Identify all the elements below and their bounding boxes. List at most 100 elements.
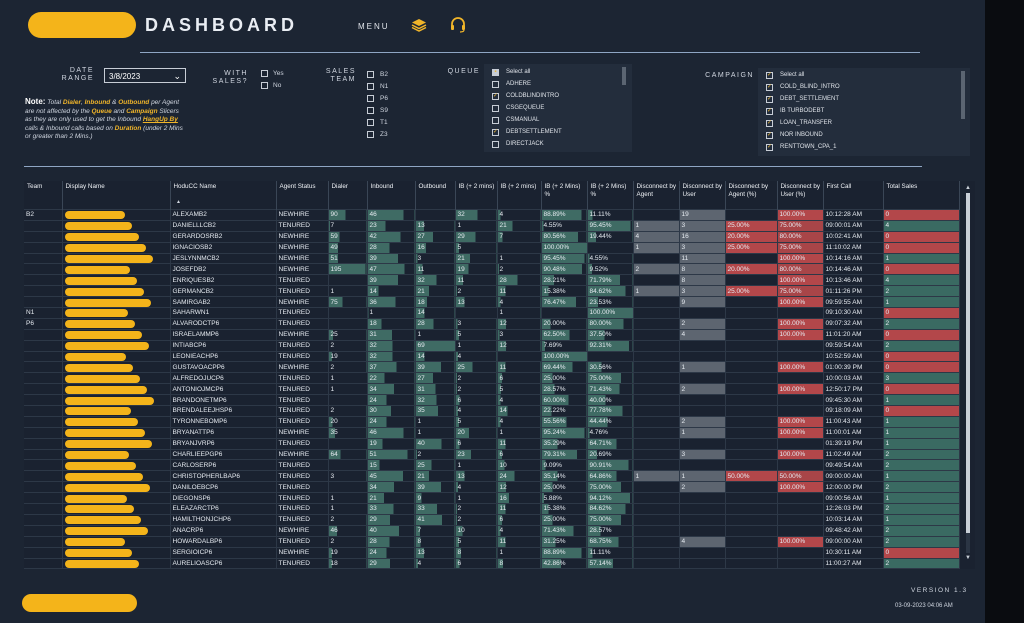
table-row[interactable]: BRYANATTP6 NEWHIRE 35 46 1 20 1 95.24% 4.76% 1 100… [24,426,960,439]
column-header[interactable]: Disconnect by User (%) [777,181,824,210]
table-scrollbar[interactable]: ▲ ▼ [965,185,971,563]
column-header[interactable]: Total Sales [883,181,960,210]
table-row[interactable]: ANTONIOJMCP6 TENURED 1 34 31 2 5 28.57% 71.43% 2 1… [24,383,960,395]
table-row[interactable]: CHARLIEEPGP6 NEWHIRE 64 51 2 23 6 79.31% 20.69% 3… [24,448,960,460]
column-header[interactable]: HoduCC Name [170,181,277,210]
queue-option[interactable]: ADHERE [506,81,532,87]
table-row[interactable]: JESLYNNMCB2 NEWHIRE 51 39 3 21 1 95.45% 4.55% 11 1… [24,252,960,264]
column-header[interactable]: IB (+ 2 mins) [497,181,542,210]
redacted-name [64,527,148,536]
table-row[interactable]: HOWARDALBP6 TENURED 2 28 8 5 11 31.25% 68.75% 4 10… [24,535,960,548]
column-header[interactable]: Disconnect by Agent [633,181,680,210]
table-row[interactable]: INTIABCP6 TENURED 2 32 69 1 12 7.69% 92.31% 09:59… [24,339,960,352]
queue-option[interactable]: DEBTSETTLEMENT [506,129,562,135]
campaign-scrollbar[interactable] [961,71,965,119]
table-row[interactable]: HAMILTHONJCHP6 TENURED 2 29 41 2 6 25.00% 75.00%… [24,513,960,526]
table-row[interactable]: CARLOSERP6 TENURED 15 25 1 10 9.09% 90.91% 09:49… [24,459,960,471]
table-row[interactable]: P6 ALVARODCTP6 TENURED 18 28 3 12 20.00% 80.00% 2… [24,317,960,330]
table-row[interactable]: SAMIRGAB2 NEWHIRE 75 36 18 13 4 76.47% 23.53% 9 10… [24,296,960,308]
column-header[interactable]: Disconnect by Agent (%) [725,181,778,210]
campaign-option[interactable]: COLD_BLIND_INTRO [780,84,840,90]
table-row[interactable]: TYRONNEBOMP6 TENURED 20 24 1 5 4 55.56% 44.44% 2 1… [24,415,960,428]
team-n1-checkbox[interactable] [367,83,374,90]
team-b2-checkbox[interactable] [367,71,374,78]
campaign-option[interactable]: DEBT_SETTLEMENT [780,96,840,102]
table-row[interactable]: GUSTAVOACPP6 NEWHIRE 2 37 39 25 11 69.44% 30.56%… [24,361,960,373]
table-row[interactable]: AURELIOASCP6 TENURED 18 29 4 6 8 42.86% 57.14% 11… [24,557,960,569]
table-row[interactable]: GERARDOSRB2 NEWHIRE 59 42 27 29 7 80.56% 19.44% 4… [24,230,960,243]
table-row[interactable]: B2 ALEXAMB2 NEWHIRE 90 46 32 4 88.89% 11.11% 19 10… [24,209,960,221]
campaign-renttown-checkbox[interactable]: ✓ [766,144,773,151]
table-row[interactable]: LEONIEACHP6 TENURED 19 32 14 4 100.00% 10:52:59… [24,350,960,362]
table-row[interactable]: BRANDONETMP6 TENURED 24 32 6 4 60.00% 40.00% 09:… [24,394,960,406]
campaign-ibturbo-checkbox[interactable]: ✓ [766,108,773,115]
column-header[interactable]: IB (+ 2 Mins) % [541,181,588,210]
queue-directjack-checkbox[interactable] [492,141,499,148]
table-row[interactable]: DANILOEBCP6 TENURED 34 39 4 12 25.00% 75.00% 2 10… [24,481,960,493]
table-row[interactable]: DIEGONSP6 TENURED 1 21 9 1 16 5.88% 94.12% 09:00:… [24,492,960,504]
campaign-cold-checkbox[interactable]: ✓ [766,84,773,91]
team-s9-checkbox[interactable] [367,107,374,114]
campaign-loan-checkbox[interactable]: ✓ [766,120,773,127]
column-header[interactable]: Outbound [415,181,456,210]
queue-csmanual-checkbox[interactable] [492,117,499,124]
column-header[interactable]: IB (+ 2 mins) [455,181,498,210]
queue-option[interactable]: CSGEQUEUE [506,105,545,111]
table-row[interactable]: IGNACIOSB2 NEWHIRE 49 28 16 5 100.00% 1 3 25.00% 7… [24,241,960,254]
table-row[interactable]: BRENDALEEJHSP6 TENURED 2 30 35 4 14 22.22% 77.78… [24,405,960,417]
queue-option[interactable]: DIRECTJACK [506,141,544,147]
campaign-option[interactable]: LOAN_TRANSFER [780,120,833,126]
table-row[interactable]: DANIELLLCB2 TENURED 7 23 13 1 21 4.55% 95.45% 1 3 2… [24,219,960,232]
column-header[interactable]: Display Name [62,181,171,210]
with-sales-yes-checkbox[interactable] [261,70,268,77]
table-row[interactable]: ISRAELAMMP6 NEWHIRE 25 31 1 5 3 62.50% 37.50% 4 10… [24,328,960,341]
queue-scrollbar[interactable] [622,67,626,85]
column-header[interactable]: Disconnect by User [679,181,726,210]
queue-option[interactable]: COLDBLINDINTRO [506,93,560,99]
queue-csge-checkbox[interactable] [492,105,499,112]
sort-arrow-icon[interactable]: ▲ [176,199,181,205]
queue-list[interactable]: ▪ Select all ADHERE ✓ COLDBLINDINTRO CSG… [484,64,632,152]
queue-option[interactable]: Select all [506,69,531,75]
campaign-debt-checkbox[interactable]: ✓ [766,96,773,103]
queue-option[interactable]: CSMANUAL [506,117,540,123]
table-row[interactable]: SERGIOICP6 NEWHIRE 19 24 13 8 1 88.89% 11.11% 10:… [24,546,960,558]
campaign-option[interactable]: IB TURBODEBT [780,108,825,114]
campaign-option[interactable]: RENTTOWN_CPA_1 [780,144,837,150]
table-row[interactable]: ANACRP6 NEWHIRE 46 40 7 10 4 71.43% 28.57% 09:48:… [24,524,960,537]
queue-debt-checkbox[interactable]: ✓ [492,129,499,136]
column-header[interactable]: Inbound [367,181,416,210]
with-sales-no-checkbox[interactable] [261,82,268,89]
column-header[interactable]: Team [24,181,63,210]
team-t1-checkbox[interactable] [367,119,374,126]
campaign-option[interactable]: Select all [780,72,805,78]
team-z3-checkbox[interactable] [367,131,374,138]
queue-selectall-checkbox[interactable]: ▪ [492,69,499,76]
table-row[interactable]: ELEAZARCTP6 TENURED 1 33 33 2 11 15.38% 84.62% 12… [24,503,960,515]
date-range-select[interactable]: 3/8/2023 ⌄ [104,68,186,83]
column-header[interactable]: Dialer [328,181,368,210]
table-row[interactable]: JOSEFDB2 NEWHIRE 195 47 11 19 2 90.48% 9.52% 2 8 20… [24,263,960,275]
scroll-up-icon[interactable]: ▲ [965,185,971,191]
queue-coldblind-checkbox[interactable]: ✓ [492,93,499,100]
table-row[interactable]: ENRIQUESB2 TENURED 39 32 11 28 28.21% 71.79% 8 10… [24,274,960,286]
table-row[interactable]: GERMANCB2 TENURED 1 14 21 2 11 15.38% 84.62% 1 3 25… [24,285,960,297]
queue-adhere-checkbox[interactable] [492,81,499,88]
column-header[interactable]: Agent Status [276,181,329,210]
table-row[interactable]: ALFREDOJUCP6 TENURED 1 22 27 2 6 25.00% 75.00% 10… [24,372,960,384]
campaign-option[interactable]: NOR INBOUND [780,132,823,138]
scroll-down-icon[interactable]: ▼ [965,555,971,561]
table-row[interactable]: BRYANJVRP6 TENURED 19 40 6 11 35.29% 64.71% 01:3… [24,437,960,450]
team-p6-checkbox[interactable] [367,95,374,102]
campaign-list[interactable]: ✓ Select all ✓ COLD_BLIND_INTRO ✓ DEBT_S… [758,68,970,156]
table-row[interactable]: CHRISTOPHERLBAP6 TENURED 3 45 21 13 24 35.14% 64… [24,470,960,482]
layers-icon[interactable] [411,17,427,37]
column-header[interactable]: First Call [823,181,884,210]
scroll-thumb[interactable] [966,193,970,533]
campaign-nor-checkbox[interactable]: ✓ [766,132,773,139]
table-row[interactable]: N1 SAHARWN1 TENURED 1 14 1 100.00% 09:10:30 AM 0 [24,307,960,319]
column-header[interactable]: IB (+ 2 Mins) % [587,181,634,210]
campaign-selectall-checkbox[interactable]: ✓ [766,72,773,79]
menu-button[interactable]: MENU [358,22,390,31]
headset-icon[interactable] [449,16,467,38]
